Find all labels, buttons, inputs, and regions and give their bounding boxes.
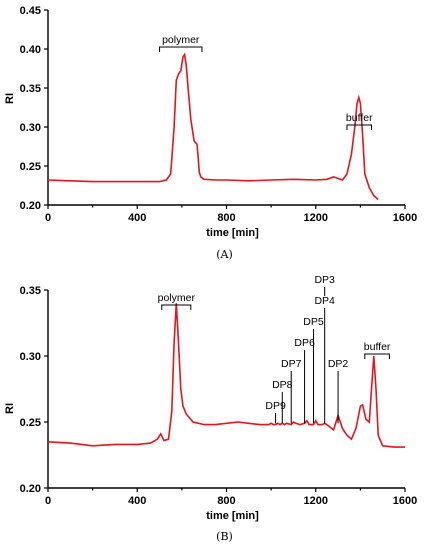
y-tick-label: 0.20 [20, 200, 41, 212]
range-label: buffer [364, 341, 391, 353]
y-tick-label: 0.30 [20, 351, 41, 363]
x-tick-label: 400 [128, 495, 146, 507]
y-tick-label: 0.20 [20, 483, 41, 495]
y-tick-label: 0.30 [20, 122, 41, 134]
y-tick-label: 0.40 [20, 44, 41, 56]
x-tick-label: 0 [45, 495, 51, 507]
range-label: buffer [346, 112, 373, 124]
x-tick-label: 800 [217, 212, 235, 224]
x-tick-label: 0 [45, 212, 51, 224]
peak-label: DP2 [328, 358, 349, 370]
range-label: polymer [162, 34, 200, 46]
peak-label: DP8 [272, 379, 293, 391]
y-tick-label: 0.25 [20, 161, 41, 173]
range-label: polymer [158, 292, 196, 304]
x-tick-label: 800 [217, 495, 235, 507]
x-axis-title: time [min] [206, 227, 259, 239]
x-tick-label: 1600 [393, 495, 417, 507]
y-axis-title: RI [4, 403, 16, 414]
peak-label: DP3 [314, 274, 335, 286]
peak-label: DP7 [281, 358, 302, 370]
panel-label: (B) [216, 530, 233, 543]
panel-a: 0.20 0.25 0.30 0.35 0.40 0.45 0 400 800 1200 1600 t… [4, 5, 417, 261]
y-axis-title: RI [4, 93, 16, 104]
x-tick-label: 400 [128, 212, 146, 224]
range-bracket [346, 124, 373, 130]
ri-trace-line [47, 52, 379, 201]
y-tick-label: 0.45 [20, 5, 41, 17]
panel-label: (A) [216, 248, 233, 261]
x-tick-label: 1200 [304, 212, 328, 224]
peak-label: DP4 [314, 295, 335, 307]
range-bracket [161, 304, 192, 310]
x-tick-label: 1200 [304, 495, 328, 507]
range-bracket [159, 46, 203, 52]
peak-label: DP6 [294, 337, 315, 349]
peak-label: DP9 [265, 400, 286, 412]
range-bracket [364, 353, 390, 359]
y-tick-label: 0.25 [20, 417, 41, 429]
x-tick-label: 1600 [393, 212, 417, 224]
y-tick-label: 0.35 [20, 285, 41, 297]
panel-b: 0.20 0.25 0.30 0.35 0 400 800 1200 1600 time [min… [4, 274, 417, 543]
ri-trace-line [47, 303, 405, 448]
y-tick-label: 0.35 [20, 83, 41, 95]
peak-label: DP5 [303, 316, 324, 328]
x-axis-title: time [min] [206, 510, 259, 522]
